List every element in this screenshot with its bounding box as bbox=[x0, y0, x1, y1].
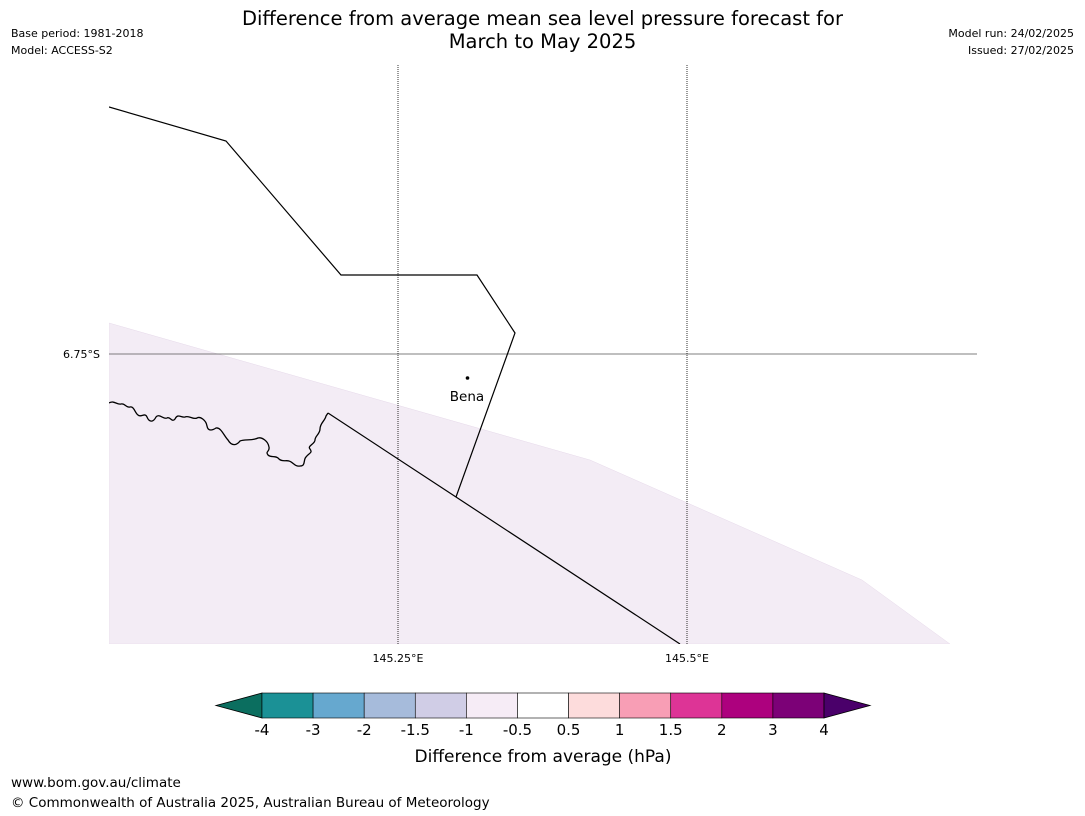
colorbar-tick-label: 1 bbox=[615, 721, 625, 739]
pressure-anomaly-region bbox=[109, 322, 951, 644]
footer-copyright: © Commonwealth of Australia 2025, Austra… bbox=[11, 795, 490, 811]
model-text: Model: ACCESS-S2 bbox=[11, 44, 113, 57]
title-line-2: March to May 2025 bbox=[448, 30, 637, 53]
issued-text: Issued: 27/02/2025 bbox=[967, 44, 1074, 57]
colorbar-tick-label: 3 bbox=[768, 721, 778, 739]
colorbar-tick-label: -4 bbox=[255, 721, 270, 739]
colorbar-tick-label: -0.5 bbox=[503, 721, 532, 739]
footer-url: www.bom.gov.au/climate bbox=[11, 775, 181, 791]
colorbar-swatch bbox=[312, 692, 365, 719]
colorbar-swatch bbox=[670, 692, 723, 719]
colorbar-tick-label: 0.5 bbox=[557, 721, 581, 739]
map-area bbox=[109, 65, 977, 644]
colorbar-swatch bbox=[772, 692, 825, 719]
colorbar-tick-label: 2 bbox=[717, 721, 727, 739]
metadata-left: Base period: 1981-2018 Model: ACCESS-S2 bbox=[11, 25, 143, 59]
longitude-label-145-5: 145.5°E bbox=[665, 652, 709, 665]
colorbar-tick-label: -1 bbox=[459, 721, 474, 739]
colorbar-tick-label: -3 bbox=[306, 721, 321, 739]
colorbar-swatch bbox=[619, 692, 672, 719]
base-period-text: Base period: 1981-2018 bbox=[11, 27, 144, 40]
colorbar-extend-max bbox=[823, 692, 872, 719]
colorbar-tick-label: -2 bbox=[357, 721, 372, 739]
coastline-boundary bbox=[109, 401, 329, 467]
colorbar-swatch bbox=[261, 692, 314, 719]
colorbar-extend-min bbox=[214, 692, 263, 719]
longitude-label-145-25: 145.25°E bbox=[373, 652, 424, 665]
colorbar-title: Difference from average (hPa) bbox=[415, 747, 672, 767]
provincial-boundary-south bbox=[327, 412, 681, 644]
latitude-label: 6.75°S bbox=[63, 348, 100, 361]
model-run-text: Model run: 24/02/2025 bbox=[948, 27, 1074, 40]
colorbar-swatch bbox=[568, 692, 620, 719]
colorbar-tick-label: 4 bbox=[819, 721, 829, 739]
metadata-right: Model run: 24/02/2025 Issued: 27/02/2025 bbox=[948, 25, 1074, 59]
bena-location-marker bbox=[465, 376, 470, 380]
provincial-boundary-north bbox=[109, 106, 516, 498]
place-label-bena: Bena bbox=[450, 389, 484, 405]
colorbar-swatch bbox=[517, 692, 569, 719]
colorbar-swatch bbox=[466, 692, 518, 719]
title-line-1: Difference from average mean sea level p… bbox=[242, 7, 843, 30]
colorbar-swatch bbox=[363, 692, 416, 719]
colorbar-tick-label: -1.5 bbox=[401, 721, 430, 739]
colorbar-swatch bbox=[414, 692, 467, 719]
colorbar-tick-label: 1.5 bbox=[659, 721, 683, 739]
map-title: Difference from average mean sea level p… bbox=[0, 7, 1085, 53]
colorbar-swatch bbox=[721, 692, 774, 719]
colorbar: -4 -3 -2 -1.5 -1 -0.5 0.5 1 1.5 2 3 4 bbox=[214, 692, 872, 739]
